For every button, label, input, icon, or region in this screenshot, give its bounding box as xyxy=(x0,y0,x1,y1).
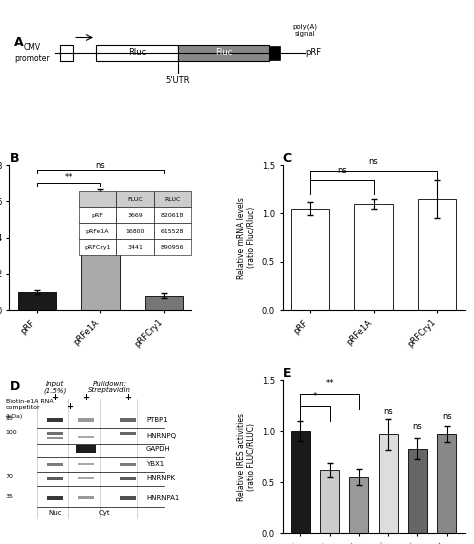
Text: E: E xyxy=(283,367,291,380)
Text: poly(A)
signal: poly(A) signal xyxy=(293,24,318,37)
Bar xyxy=(78,497,94,499)
Y-axis label: Relative IRES activities
(ratio FLUC/RLUC): Relative IRES activities (ratio FLUC/RLU… xyxy=(237,413,256,500)
Text: ns: ns xyxy=(337,166,346,175)
Text: 55: 55 xyxy=(6,416,14,421)
Text: Cyt: Cyt xyxy=(98,510,110,516)
Bar xyxy=(291,431,310,533)
Text: Streptavidin: Streptavidin xyxy=(88,387,131,393)
Text: 70: 70 xyxy=(6,474,14,479)
Text: ns: ns xyxy=(369,157,378,166)
Y-axis label: Relative mRNA levels
(ratio Fluc/Rluc): Relative mRNA levels (ratio Fluc/Rluc) xyxy=(237,197,256,279)
Text: ns: ns xyxy=(442,412,452,421)
Bar xyxy=(408,449,427,533)
Bar xyxy=(76,445,96,453)
Bar xyxy=(47,477,63,480)
Text: Biotin-e1A RNA: Biotin-e1A RNA xyxy=(6,399,54,404)
Bar xyxy=(269,46,280,60)
Bar xyxy=(320,470,339,533)
Text: PTBP1: PTBP1 xyxy=(146,417,168,423)
Bar xyxy=(47,432,63,435)
Bar xyxy=(78,418,94,422)
Text: 5'UTR: 5'UTR xyxy=(165,77,190,85)
Text: YBX1: YBX1 xyxy=(146,461,164,467)
Bar xyxy=(119,418,136,422)
Bar xyxy=(119,432,136,435)
Bar xyxy=(349,477,368,533)
Bar xyxy=(47,418,63,422)
Text: pRF: pRF xyxy=(305,48,321,58)
Bar xyxy=(178,45,269,61)
Bar xyxy=(96,45,178,61)
Bar xyxy=(437,434,456,533)
Bar xyxy=(379,434,398,533)
Bar xyxy=(60,45,73,61)
Bar xyxy=(47,463,63,466)
Text: competitor: competitor xyxy=(6,405,40,410)
Text: *: * xyxy=(313,392,317,400)
Text: A: A xyxy=(14,36,24,49)
Text: +: + xyxy=(124,393,131,402)
Bar xyxy=(119,496,136,500)
Text: HNRNPK: HNRNPK xyxy=(146,475,175,481)
Text: 100: 100 xyxy=(6,430,18,435)
Text: Input: Input xyxy=(46,381,64,387)
Text: Nuc: Nuc xyxy=(48,510,62,516)
Bar xyxy=(119,463,136,466)
Bar xyxy=(47,496,63,500)
Text: C: C xyxy=(283,152,292,165)
Bar xyxy=(119,477,136,480)
Bar xyxy=(78,477,94,479)
Text: ns: ns xyxy=(383,407,393,416)
Text: HNRNPQ: HNRNPQ xyxy=(146,433,176,439)
Text: GAPDH: GAPDH xyxy=(146,446,171,452)
Bar xyxy=(82,201,119,310)
Text: Pulldown:: Pulldown: xyxy=(92,381,127,387)
Text: Fluc: Fluc xyxy=(215,48,232,58)
Text: **: ** xyxy=(64,173,73,182)
Text: 35: 35 xyxy=(6,494,14,499)
Text: (kDa): (kDa) xyxy=(6,415,23,419)
Bar xyxy=(291,208,329,310)
Text: CMV
promoter: CMV promoter xyxy=(14,43,50,63)
Text: Rluc: Rluc xyxy=(128,48,146,58)
Bar xyxy=(78,436,94,438)
Bar xyxy=(418,199,456,310)
Text: +: + xyxy=(52,393,58,402)
Text: HNRNPA1: HNRNPA1 xyxy=(146,495,179,501)
Bar xyxy=(47,437,63,440)
Bar xyxy=(78,463,94,466)
Text: **: ** xyxy=(325,379,334,388)
Bar xyxy=(18,292,56,310)
Bar xyxy=(355,203,392,310)
Text: ns: ns xyxy=(96,160,105,170)
Text: +: + xyxy=(66,403,73,411)
Text: B: B xyxy=(9,152,19,165)
Text: D: D xyxy=(9,380,20,393)
Text: +: + xyxy=(82,393,90,402)
Text: (1.5%): (1.5%) xyxy=(43,387,67,394)
Text: ns: ns xyxy=(412,422,422,431)
Bar xyxy=(145,296,183,310)
